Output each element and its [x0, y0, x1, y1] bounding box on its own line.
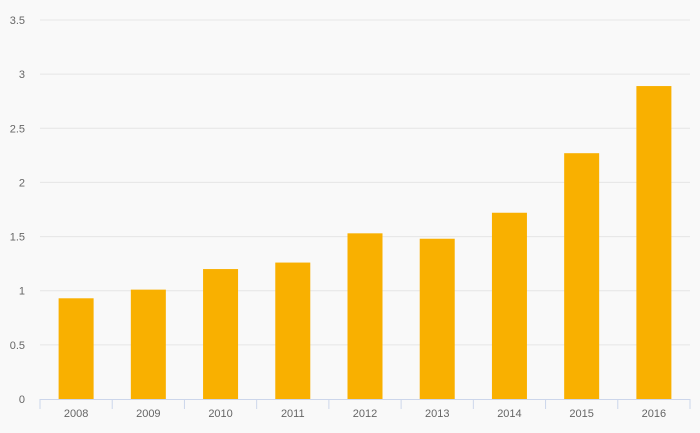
y-tick-label: 2.5 [10, 123, 25, 135]
y-tick-label: 2 [19, 177, 25, 189]
bars [58, 86, 672, 399]
y-tick-label: 1.5 [10, 232, 25, 244]
bar-2009[interactable] [130, 289, 166, 399]
bar-2015[interactable] [564, 153, 600, 399]
x-tick-label: 2011 [281, 408, 305, 420]
x-tick-label: 2016 [642, 408, 666, 420]
x-tick-label: 2008 [64, 408, 88, 420]
y-tick-label: 1 [19, 286, 25, 298]
x-tick-label: 2012 [353, 408, 377, 420]
bar-2013[interactable] [419, 238, 455, 399]
y-tick-label: 0.5 [10, 340, 25, 352]
bar-2012[interactable] [347, 233, 383, 399]
bar-2008[interactable] [58, 298, 94, 399]
x-axis [39, 399, 691, 409]
x-tick-label: 2013 [425, 408, 449, 420]
bar-2010[interactable] [203, 269, 239, 399]
x-tick-label: 2009 [136, 408, 160, 420]
y-tick-label: 0 [19, 394, 25, 406]
y-axis-ticks: 0 0.5 1 1.5 2 2.5 3 3.5 [10, 15, 25, 406]
x-axis-ticks: 2008 2009 2010 2011 2012 2013 2014 2015 2016 [64, 408, 666, 420]
x-tick-label: 2015 [569, 408, 593, 420]
y-tick-label: 3.5 [10, 15, 25, 27]
x-tick-label: 2014 [497, 408, 521, 420]
bar-2014[interactable] [491, 212, 527, 399]
bar-2016[interactable] [636, 86, 672, 399]
y-tick-label: 3 [19, 69, 25, 81]
bar-2011[interactable] [275, 262, 311, 399]
x-tick-label: 2010 [208, 408, 232, 420]
